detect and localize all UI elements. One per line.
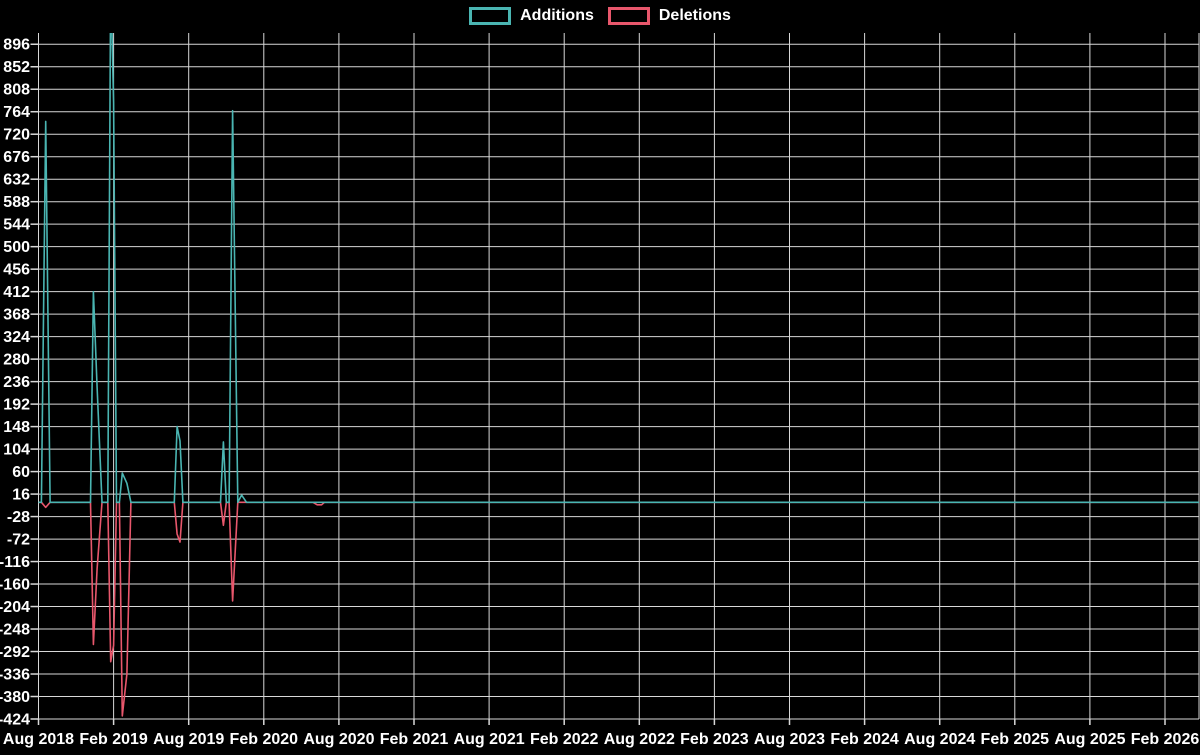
y-tick-label-368: 368 bbox=[3, 307, 30, 324]
x-tick-label-Aug-2021: Aug 2021 bbox=[454, 731, 525, 748]
y-tick-label-896: 896 bbox=[3, 37, 30, 54]
y-tick-label-632: 632 bbox=[3, 172, 30, 189]
deletions-swatch-icon bbox=[607, 7, 650, 25]
y-tick-label--160: -160 bbox=[0, 577, 30, 594]
x-tick-label-Feb-2024: Feb 2024 bbox=[830, 731, 899, 748]
x-tick-label-Feb-2022: Feb 2022 bbox=[530, 731, 599, 748]
x-tick-label-Feb-2026: Feb 2026 bbox=[1131, 731, 1200, 748]
legend-item-additions[interactable]: Additions bbox=[469, 7, 594, 25]
y-tick-label--380: -380 bbox=[0, 689, 30, 706]
y-tick-label-192: 192 bbox=[3, 397, 30, 414]
y-tick-label-588: 588 bbox=[3, 194, 30, 211]
x-tick-label-Aug-2024: Aug 2024 bbox=[904, 731, 975, 748]
x-tick-label-Feb-2021: Feb 2021 bbox=[380, 731, 449, 748]
y-tick-label-720: 720 bbox=[3, 127, 30, 144]
y-tick-label-456: 456 bbox=[3, 262, 30, 279]
y-tick-label--72: -72 bbox=[7, 532, 30, 549]
x-tick-label-Aug-2022: Aug 2022 bbox=[604, 731, 675, 748]
y-tick-label--292: -292 bbox=[0, 644, 30, 661]
series-line-additions bbox=[38, 33, 1199, 504]
x-tick-label-Feb-2019: Feb 2019 bbox=[79, 731, 148, 748]
x-tick-label-Feb-2023: Feb 2023 bbox=[680, 731, 749, 748]
y-tick-label-544: 544 bbox=[3, 217, 30, 234]
y-tick-label-324: 324 bbox=[3, 329, 30, 346]
y-tick-label--424: -424 bbox=[0, 712, 30, 729]
x-tick-label-Aug-2023: Aug 2023 bbox=[754, 731, 825, 748]
x-tick-label-Aug-2025: Aug 2025 bbox=[1054, 731, 1125, 748]
x-tick-label-Feb-2020: Feb 2020 bbox=[230, 731, 299, 748]
x-tick-label-Feb-2025: Feb 2025 bbox=[981, 731, 1050, 748]
y-tick-label-104: 104 bbox=[3, 442, 30, 459]
x-tick-label-Aug-2019: Aug 2019 bbox=[153, 731, 224, 748]
y-tick-label--116: -116 bbox=[0, 554, 30, 571]
chart-legend: Additions Deletions bbox=[0, 7, 1200, 25]
y-tick-label--336: -336 bbox=[0, 667, 30, 684]
y-tick-label--204: -204 bbox=[0, 599, 30, 616]
y-tick-label--28: -28 bbox=[7, 509, 30, 526]
y-tick-label-412: 412 bbox=[3, 284, 30, 301]
y-tick-label-852: 852 bbox=[3, 59, 30, 76]
additions-swatch-icon bbox=[469, 7, 512, 25]
legend-label-deletions: Deletions bbox=[658, 7, 731, 24]
y-tick-label-148: 148 bbox=[3, 419, 30, 436]
series-line-deletions bbox=[38, 501, 1199, 717]
legend-item-deletions[interactable]: Deletions bbox=[607, 7, 731, 25]
y-tick-label-500: 500 bbox=[3, 239, 30, 256]
y-tick-label-280: 280 bbox=[3, 352, 30, 369]
x-tick-label-Aug-2018: Aug 2018 bbox=[3, 731, 74, 748]
legend-label-additions: Additions bbox=[520, 7, 594, 24]
y-tick-label-236: 236 bbox=[3, 374, 30, 391]
y-tick-label-676: 676 bbox=[3, 149, 30, 166]
y-tick-label-16: 16 bbox=[12, 487, 30, 504]
x-tick-label-Aug-2020: Aug 2020 bbox=[303, 731, 374, 748]
y-tick-label-764: 764 bbox=[3, 104, 30, 121]
y-tick-label-60: 60 bbox=[12, 464, 30, 481]
y-tick-label-808: 808 bbox=[3, 82, 30, 99]
y-tick-label--248: -248 bbox=[0, 622, 30, 639]
